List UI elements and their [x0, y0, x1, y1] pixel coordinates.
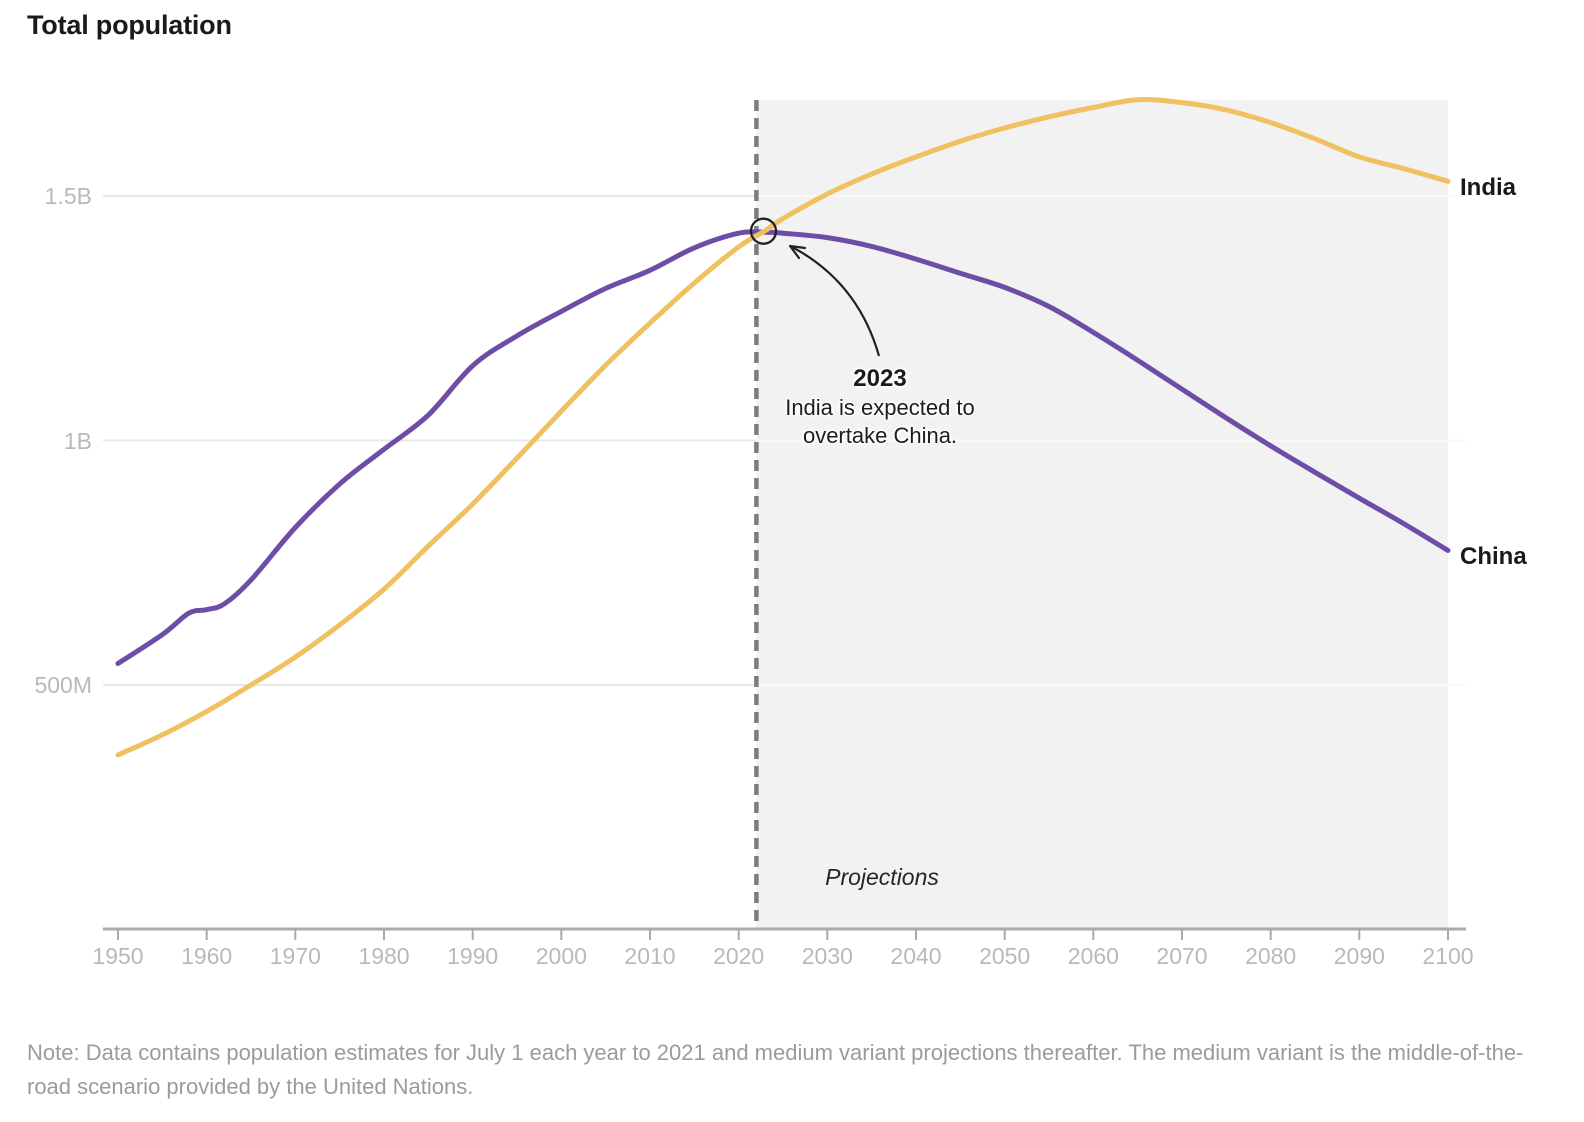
x-axis-tick-label: 2050: [979, 943, 1031, 969]
series-label-india: India: [1460, 174, 1517, 201]
series-label-china: China: [1460, 543, 1527, 570]
x-axis-tick-label: 2040: [890, 943, 942, 969]
x-axis-tick-label: 2000: [535, 943, 587, 969]
chart-title: Total population: [27, 10, 232, 40]
x-axis-tick-label: 1960: [181, 943, 233, 969]
x-axis-tick-label: 1970: [269, 943, 321, 969]
india-line: [115, 97, 1451, 758]
y-axis-tick-label: 500M: [34, 672, 92, 698]
x-axis-tick-label: 2060: [1067, 943, 1119, 969]
annotation-arrow: [791, 246, 881, 357]
crossover-annotation: 2023 India is expected to overtake China…: [756, 364, 1004, 450]
x-axis-tick-label: 1950: [92, 943, 144, 969]
x-axis-tick-label: 2090: [1333, 943, 1385, 969]
annotation-text-line1: India is expected to: [785, 395, 975, 420]
x-axis-tick-label: 2020: [713, 943, 765, 969]
x-axis-tick-label: 2010: [624, 943, 676, 969]
x-axis-tick-label: 2080: [1245, 943, 1297, 969]
x-axis-tick-label: 1990: [447, 943, 499, 969]
crossover-marker: [749, 217, 778, 245]
projections-region-label: Projections: [825, 864, 939, 890]
chart-note: Note: Data contains population estimates…: [27, 1040, 1524, 1099]
y-axis-tick-label: 1.5B: [44, 183, 92, 209]
annotation-year: 2023: [853, 365, 907, 392]
x-axis-tick-label: 2100: [1422, 943, 1474, 969]
x-axis-tick-label: 2070: [1156, 943, 1208, 969]
x-axis-tick-label: 1980: [358, 943, 410, 969]
x-axis-tick-label: 2030: [801, 943, 853, 969]
annotation-text-line2: overtake China.: [802, 423, 958, 448]
y-axis-tick-label: 1B: [63, 427, 92, 454]
projection-region: [756, 100, 1448, 928]
annotation-arrowhead: [788, 244, 807, 260]
